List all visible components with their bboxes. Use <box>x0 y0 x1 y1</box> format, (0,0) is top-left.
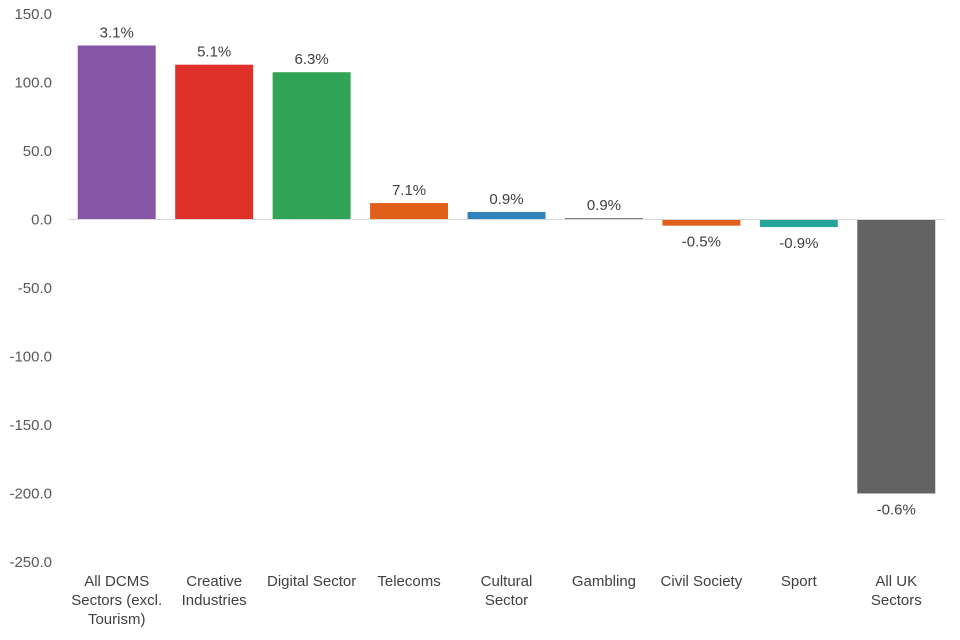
category-label: Sport <box>781 573 818 590</box>
data-label: 3.1% <box>100 25 134 42</box>
y-tick-label: -50.0 <box>18 280 52 297</box>
category-label: All DCMS Sectors (excl. Tourism) <box>71 573 162 628</box>
data-label: 0.9% <box>587 197 621 214</box>
bar <box>77 45 156 220</box>
category-label: Telecoms <box>377 573 440 590</box>
category-label-line: Industries <box>182 592 247 609</box>
category-label-line: Gambling <box>572 573 636 590</box>
y-tick-label: -250.0 <box>9 554 52 571</box>
data-label: -0.6% <box>877 502 916 519</box>
bar <box>857 219 936 494</box>
bar <box>467 211 546 220</box>
y-tick-label: 100.0 <box>14 75 52 92</box>
category-label: Civil Society <box>661 573 743 590</box>
category-label-line: Telecoms <box>377 573 440 590</box>
category-label-line: All DCMS <box>84 573 149 590</box>
bar <box>272 72 351 220</box>
bars <box>77 45 936 494</box>
y-axis-ticks: 150.0 100.0 50.0 0.0 -50.0 -100.0 -150.0 -200.0… <box>9 6 52 571</box>
category-label-line: Sector <box>485 592 528 609</box>
data-labels: 3.1% 5.1% 6.3% 7.1% 0.9% 0.9% -0.5% -0.9% -0.6% <box>100 25 916 519</box>
category-label: Cultural Sector <box>481 573 533 609</box>
category-label: Digital Sector <box>267 573 356 590</box>
category-label-line: Sectors (excl. <box>71 592 162 609</box>
category-label-line: Digital Sector <box>267 573 356 590</box>
y-tick-label: 50.0 <box>23 143 52 160</box>
bar <box>175 64 254 220</box>
category-label-line: Sectors <box>871 592 922 609</box>
y-tick-label: -150.0 <box>9 417 52 434</box>
category-label: Gambling <box>572 573 636 590</box>
bar <box>370 203 449 220</box>
y-tick-label: 150.0 <box>14 6 52 23</box>
bar <box>759 219 838 228</box>
category-label-line: Creative <box>186 573 242 590</box>
category-label-line: Sport <box>781 573 818 590</box>
category-label: Creative Industries <box>182 573 247 609</box>
data-label: -0.5% <box>682 234 721 251</box>
category-labels: All DCMS Sectors (excl. Tourism) Creative In… <box>71 573 921 628</box>
data-label: -0.9% <box>779 235 818 252</box>
data-label: 6.3% <box>295 51 329 68</box>
category-label: All UK Sectors <box>871 573 922 609</box>
bar <box>564 218 643 220</box>
data-label: 0.9% <box>489 191 523 208</box>
data-label: 7.1% <box>392 182 426 199</box>
y-tick-label: 0.0 <box>31 212 52 229</box>
category-label-line: Cultural <box>481 573 533 590</box>
y-tick-label: -200.0 <box>9 486 52 503</box>
y-tick-label: -100.0 <box>9 349 52 366</box>
category-label-line: Civil Society <box>661 573 743 590</box>
bar <box>662 219 741 226</box>
data-label: 5.1% <box>197 44 231 61</box>
category-label-line: All UK <box>875 573 917 590</box>
category-label-line: Tourism) <box>88 611 146 628</box>
